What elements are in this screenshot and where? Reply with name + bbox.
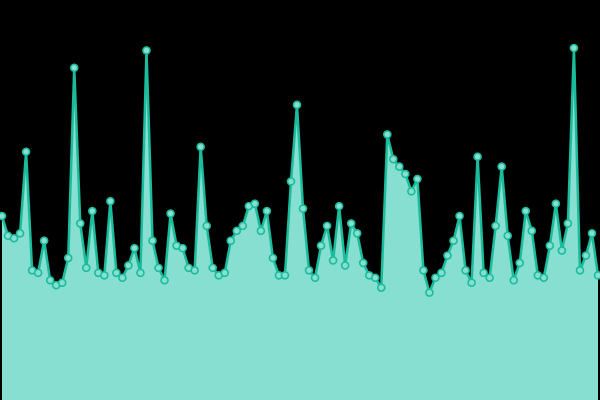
data-point-marker (569, 43, 579, 53)
data-point-marker (310, 273, 320, 283)
data-point-marker (106, 196, 115, 206)
data-point-marker (449, 236, 458, 246)
data-point-marker (539, 273, 549, 283)
data-point-marker (57, 278, 67, 288)
data-point-marker (485, 273, 494, 283)
data-point-marker (587, 228, 597, 238)
data-point-marker (63, 253, 73, 263)
data-point-marker (226, 236, 236, 246)
data-point-marker (473, 152, 482, 162)
data-point-marker (334, 201, 344, 211)
data-point-marker (304, 266, 314, 275)
data-point-marker (286, 177, 296, 186)
data-point-marker (328, 256, 338, 265)
data-point-marker (437, 268, 446, 278)
data-point-marker (515, 258, 525, 268)
data-point-marker (148, 236, 157, 246)
data-point-marker (346, 219, 356, 228)
data-point-marker (575, 266, 585, 275)
data-point-marker (292, 100, 302, 110)
data-point-marker (419, 266, 428, 275)
data-point-marker (358, 258, 368, 268)
data-point-marker (563, 219, 573, 228)
data-point-marker (425, 288, 434, 297)
data-point-marker (190, 266, 199, 275)
data-point-marker (581, 251, 591, 260)
data-point-marker (238, 221, 248, 231)
data-point-marker (15, 228, 25, 238)
data-point-marker (545, 241, 555, 250)
data-point-marker (262, 206, 272, 216)
data-point-marker (491, 221, 500, 231)
area-fill (2, 48, 598, 400)
data-point-marker (407, 186, 416, 196)
data-point-marker (376, 283, 386, 292)
data-point-marker (322, 221, 332, 231)
data-point-marker (370, 273, 380, 283)
data-point-marker (503, 231, 513, 241)
data-point-marker (401, 169, 410, 179)
data-point-marker (75, 219, 85, 228)
data-point-marker (395, 162, 404, 171)
data-point-marker (268, 253, 278, 263)
data-point-marker (124, 261, 133, 270)
data-point-marker (208, 263, 218, 273)
data-point-marker (467, 278, 476, 288)
data-point-marker (232, 226, 242, 236)
data-point-marker (81, 263, 91, 273)
data-point-marker (166, 209, 175, 218)
data-point-marker (593, 270, 600, 280)
data-point-marker (178, 243, 187, 253)
data-point-marker (431, 273, 440, 283)
data-point-markers (0, 43, 600, 297)
data-point-marker (280, 270, 290, 280)
data-point-marker (340, 261, 350, 270)
data-point-marker (352, 228, 362, 238)
data-point-marker (88, 206, 97, 216)
data-point-marker (202, 221, 211, 231)
data-point-marker (142, 46, 151, 55)
data-point-marker (316, 241, 326, 250)
data-point-marker (0, 211, 7, 221)
data-point-marker (33, 268, 43, 278)
data-point-marker (389, 154, 398, 164)
data-point-marker (256, 226, 266, 236)
data-point-marker (382, 130, 392, 139)
data-point-marker (112, 268, 121, 278)
data-point-marker (130, 243, 139, 253)
data-point-marker (527, 226, 537, 236)
data-point-marker (118, 273, 127, 283)
data-point-marker (443, 251, 452, 260)
data-point-marker (39, 236, 49, 246)
data-point-marker (250, 199, 260, 208)
data-point-marker (497, 162, 506, 171)
data-point-marker (154, 263, 163, 273)
data-point-marker (160, 275, 169, 285)
data-point-marker (298, 204, 308, 213)
data-point-marker (69, 63, 79, 73)
data-point-marker (461, 266, 470, 275)
data-point-marker (220, 268, 230, 278)
plot-area (0, 43, 600, 400)
data-point-marker (136, 268, 145, 278)
data-point-marker (479, 268, 488, 278)
data-point-marker (521, 206, 531, 216)
data-point-marker (45, 275, 55, 285)
data-point-marker (413, 174, 422, 184)
data-point-marker (455, 211, 464, 221)
data-point-marker (551, 199, 561, 208)
data-point-marker (100, 270, 109, 280)
data-point-marker (557, 246, 567, 255)
data-point-marker (9, 233, 19, 243)
data-point-marker (21, 147, 31, 157)
data-point-marker (196, 142, 205, 152)
data-point-marker (509, 275, 519, 285)
